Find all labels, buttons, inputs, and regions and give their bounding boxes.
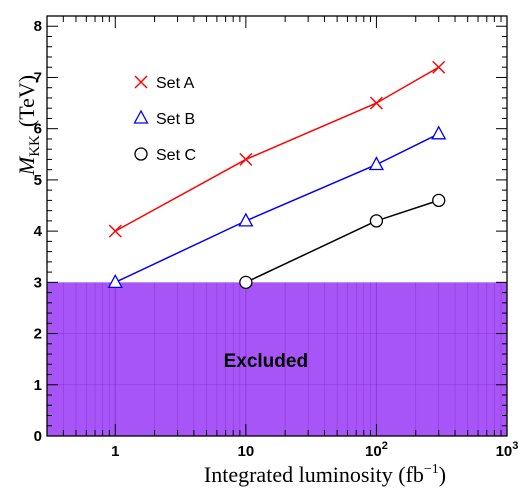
y-tick-label: 3 xyxy=(34,274,42,291)
marker-triangle xyxy=(431,125,447,140)
y-tick-label: 1 xyxy=(34,377,42,394)
series-line xyxy=(245,199,439,284)
x-tick-labels: 1 10 102 103 xyxy=(111,440,518,460)
y-tick-label: 5 xyxy=(34,172,42,189)
y-tick-label: 6 xyxy=(34,121,42,138)
excluded-region xyxy=(47,282,507,436)
marker-circle xyxy=(369,214,384,228)
series-set-c xyxy=(239,193,446,289)
marker-circle xyxy=(239,275,253,289)
x-axis-title-close: ) xyxy=(439,462,446,487)
series-set-b xyxy=(107,125,447,288)
x-tick-label: 102 xyxy=(365,440,388,460)
series-set-a xyxy=(108,60,446,238)
legend-label: Set A xyxy=(156,75,195,92)
marker-x xyxy=(239,152,253,166)
marker-x xyxy=(432,60,446,74)
marker-triangle xyxy=(133,109,149,124)
legend-item: Set A xyxy=(134,75,195,92)
series-line xyxy=(114,133,440,284)
x-tick-label: 103 xyxy=(496,440,519,460)
marker-triangle xyxy=(238,212,254,227)
marker-circle xyxy=(432,193,446,208)
legend-label: Set C xyxy=(156,147,196,164)
y-tick-labels: 0 1 2 3 4 5 6 7 8 xyxy=(34,18,43,445)
y-tick-label: 0 xyxy=(34,428,42,445)
y-tick-label: 2 xyxy=(34,326,42,343)
y-tick-label: 8 xyxy=(34,18,42,35)
x-axis-title-exponent: −1 xyxy=(424,462,439,477)
legend-label: Set B xyxy=(156,111,195,128)
axis-ticks xyxy=(46,15,507,437)
y-tick-label: 7 xyxy=(34,69,42,86)
y-axis-title: MKK(TeV) xyxy=(14,75,43,176)
legend: Set A Set B Set C xyxy=(133,75,196,164)
marker-x xyxy=(369,96,383,110)
marker-x xyxy=(108,224,122,238)
x-tick-label: 10 xyxy=(238,443,255,460)
plot-frame xyxy=(46,15,508,437)
excluded-label: Excluded xyxy=(224,351,308,372)
legend-item: Set C xyxy=(134,147,196,164)
x-tick-label: 1 xyxy=(111,443,119,460)
y-axis-title-subscript: KK xyxy=(27,135,43,157)
series-line xyxy=(114,66,440,232)
legend-item: Set B xyxy=(133,109,195,128)
x-axis-title: Integrated luminosity (fb−1) xyxy=(204,462,446,487)
marker-triangle xyxy=(107,273,123,288)
marker-x xyxy=(134,75,148,89)
marker-circle xyxy=(134,147,148,161)
y-axis-title-unit: (TeV) xyxy=(14,75,39,127)
marker-triangle xyxy=(368,156,385,171)
y-tick-label: 4 xyxy=(34,223,43,240)
series-layer xyxy=(107,60,447,289)
